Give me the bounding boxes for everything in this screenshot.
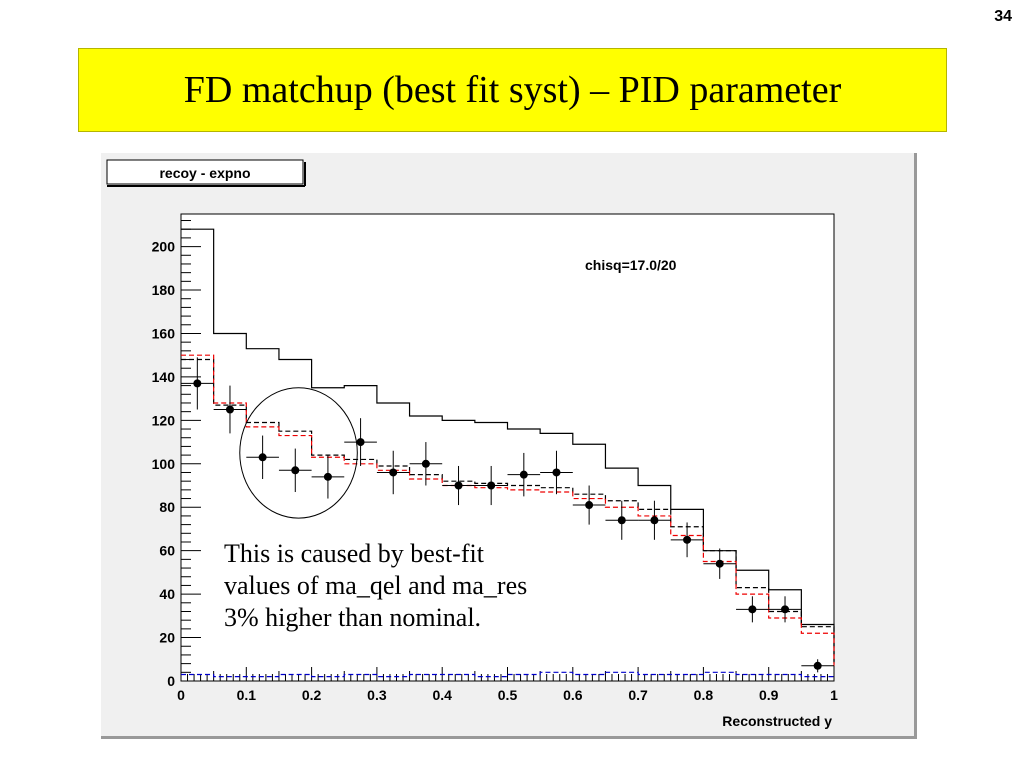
y-tick-label: 100 bbox=[152, 456, 176, 472]
data-marker bbox=[421, 459, 430, 468]
data-marker bbox=[454, 481, 463, 490]
data-marker bbox=[552, 468, 561, 477]
y-tick-label: 140 bbox=[152, 369, 176, 385]
data-marker bbox=[650, 516, 659, 525]
x-tick-label: 0.5 bbox=[498, 687, 518, 703]
slide-number: 34 bbox=[994, 8, 1012, 25]
data-point bbox=[376, 450, 410, 495]
data-marker bbox=[291, 466, 300, 475]
annotation-line-3: 3% higher than nominal. bbox=[224, 603, 482, 632]
data-point bbox=[442, 465, 475, 506]
y-tick-label: 200 bbox=[152, 239, 176, 255]
data-marker bbox=[781, 605, 790, 614]
data-marker bbox=[323, 472, 332, 481]
x-tick-label: 1 bbox=[830, 687, 838, 703]
data-point bbox=[344, 418, 377, 466]
annotation-line-2: values of ma_qel and ma_res bbox=[224, 571, 528, 600]
data-point bbox=[768, 596, 802, 623]
data-marker bbox=[356, 438, 365, 447]
data-marker bbox=[519, 470, 528, 479]
y-tick-label: 120 bbox=[152, 412, 176, 428]
x-tick-label: 0.8 bbox=[694, 687, 714, 703]
annotation-text: This is caused by best-fit values of ma_… bbox=[224, 538, 644, 634]
data-point bbox=[409, 442, 443, 486]
slide-title: FD matchup (best fit syst) – PID paramet… bbox=[183, 69, 842, 111]
y-tick-label: 160 bbox=[152, 325, 176, 341]
data-marker bbox=[683, 535, 692, 544]
x-tick-label: 0.4 bbox=[432, 687, 452, 703]
plot-frame bbox=[180, 213, 835, 682]
data-marker bbox=[389, 468, 398, 477]
y-tick-label: 20 bbox=[159, 630, 175, 646]
data-marker bbox=[813, 661, 822, 670]
data-point bbox=[507, 452, 541, 497]
data-point bbox=[572, 485, 606, 525]
histogram-series-4 bbox=[181, 671, 834, 678]
annotation-line-1: This is caused by best-fit bbox=[224, 539, 484, 568]
y-tick-label: 40 bbox=[159, 586, 175, 602]
data-point bbox=[670, 522, 704, 558]
data-point bbox=[638, 500, 671, 540]
histogram-title: recoy - expno bbox=[159, 165, 250, 181]
title-banner: FD matchup (best fit syst) – PID paramet… bbox=[78, 48, 947, 132]
histogram-series-3 bbox=[181, 354, 835, 666]
x-axis-label: Reconstructed y bbox=[722, 713, 832, 729]
data-marker bbox=[193, 379, 202, 388]
x-tick-label: 0.2 bbox=[302, 687, 322, 703]
x-tick-label: 0.9 bbox=[759, 687, 779, 703]
data-point bbox=[278, 448, 312, 493]
data-point bbox=[801, 659, 834, 673]
data-point bbox=[703, 548, 737, 579]
data-marker bbox=[585, 501, 594, 510]
highlight-circle bbox=[239, 387, 358, 519]
x-tick-label: 0.1 bbox=[237, 687, 257, 703]
x-tick-label: 0.3 bbox=[367, 687, 387, 703]
data-marker bbox=[487, 481, 496, 490]
data-point bbox=[605, 500, 639, 540]
data-point bbox=[181, 357, 214, 410]
chisq-label: chisq=17.0/20 bbox=[585, 257, 677, 273]
histogram-title-box: recoy - expno bbox=[106, 159, 306, 187]
data-point bbox=[474, 465, 508, 506]
y-tick-label: 80 bbox=[159, 499, 175, 515]
data-point bbox=[311, 455, 345, 499]
data-marker bbox=[225, 405, 234, 414]
data-marker bbox=[258, 453, 267, 462]
y-tick-label: 60 bbox=[159, 543, 175, 559]
x-tick-label: 0 bbox=[177, 687, 185, 703]
data-marker bbox=[748, 605, 757, 614]
x-tick-label: 0.7 bbox=[628, 687, 648, 703]
data-point bbox=[213, 385, 247, 434]
data-marker bbox=[617, 516, 626, 525]
data-point bbox=[540, 450, 573, 495]
data-point bbox=[246, 435, 279, 479]
data-marker bbox=[715, 559, 724, 568]
data-point bbox=[736, 596, 769, 623]
y-tick-label: 180 bbox=[152, 282, 176, 298]
y-tick-label: 0 bbox=[167, 673, 175, 689]
data-points-group bbox=[181, 357, 834, 673]
x-tick-label: 0.6 bbox=[563, 687, 583, 703]
axes: 0 20 40 60 80 100 120 140 160 180 200 0 0.1 0.2 0.3 0.4… bbox=[152, 220, 838, 703]
